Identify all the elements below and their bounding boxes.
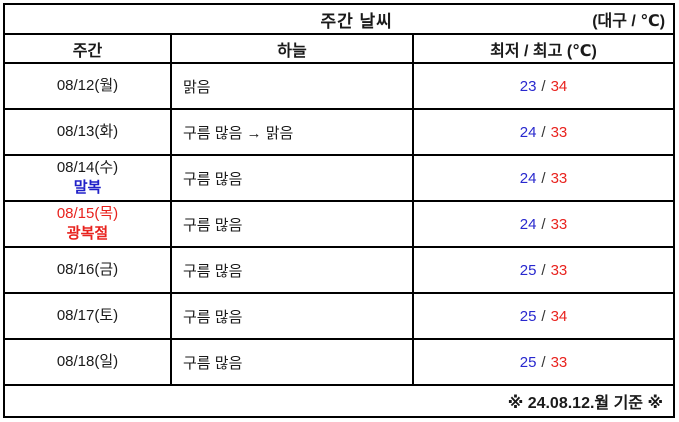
date-cell: 08/18(일) bbox=[3, 338, 172, 386]
sky-cell: 구름 많음 bbox=[170, 246, 414, 294]
sky-label: 맑음 bbox=[183, 78, 211, 96]
date-cell: 08/14(수) 말복 bbox=[3, 154, 172, 202]
temp-cell: 24/33 bbox=[411, 200, 676, 248]
temp-separator: / bbox=[541, 169, 546, 187]
date-cell: 08/12(월) bbox=[3, 62, 172, 110]
col-header-sky: 하늘 bbox=[170, 33, 414, 64]
sky-cell: 구름 많음 bbox=[170, 200, 414, 248]
temp-separator: / bbox=[541, 77, 546, 95]
low-temp: 24 bbox=[519, 169, 537, 187]
date-label: 08/16(금) bbox=[56, 261, 119, 278]
date-cell: 08/17(토) bbox=[3, 292, 172, 340]
temp-cell: 25/34 bbox=[411, 292, 676, 340]
date-cell: 08/15(목) 광복절 bbox=[3, 200, 172, 248]
sky-cell: 구름 많음 bbox=[170, 338, 414, 386]
weekly-weather-table: 주간 날씨 (대구 / ℃) 주간 하늘 최저 / 최고 (℃) 08/12(월… bbox=[2, 3, 676, 418]
low-temp: 25 bbox=[519, 261, 537, 279]
sky-cell: 구름 많음 → 맑음 bbox=[170, 108, 414, 156]
date-cell: 08/13(화) bbox=[3, 108, 172, 156]
sky-label: 구름 많음 bbox=[183, 354, 243, 372]
low-temp: 24 bbox=[519, 215, 537, 233]
footer-row: ※ 24.08.12.월 기준 ※ bbox=[2, 384, 676, 418]
table-row: 08/12(월) 맑음 23/34 bbox=[3, 62, 676, 110]
table-row: 08/15(목) 광복절 구름 많음 24/33 bbox=[3, 200, 676, 248]
date-cell: 08/16(금) bbox=[3, 246, 172, 294]
low-temp: 25 bbox=[519, 307, 537, 325]
temp-cell: 25/33 bbox=[411, 246, 676, 294]
temp-separator: / bbox=[541, 307, 546, 325]
temp-cell: 23/34 bbox=[411, 62, 676, 110]
footer-note: ※ 24.08.12.월 기준 ※ bbox=[2, 384, 676, 418]
column-header-row: 주간 하늘 최저 / 최고 (℃) bbox=[3, 33, 676, 64]
col-header-temp: 최저 / 최고 (℃) bbox=[411, 33, 676, 64]
sky-label: 구름 많음 → 맑음 bbox=[183, 124, 294, 142]
high-temp: 33 bbox=[550, 353, 568, 371]
high-temp: 33 bbox=[550, 123, 568, 141]
temp-cell: 25/33 bbox=[411, 338, 676, 386]
date-label: 08/17(토) bbox=[56, 307, 119, 324]
table-row: 08/13(화) 구름 많음 → 맑음 24/33 bbox=[3, 108, 676, 156]
low-temp: 25 bbox=[519, 353, 537, 371]
temp-cell: 24/33 bbox=[411, 154, 676, 202]
date-label: 08/18(일) bbox=[56, 353, 119, 370]
col-header-week: 주간 bbox=[3, 33, 172, 64]
sky-label: 구름 많음 bbox=[183, 262, 243, 280]
table-row: 08/17(토) 구름 많음 25/34 bbox=[3, 292, 676, 340]
high-temp: 34 bbox=[550, 77, 568, 95]
table-row: 08/16(금) 구름 많음 25/33 bbox=[3, 246, 676, 294]
sky-cell: 구름 많음 bbox=[170, 292, 414, 340]
table-row: 08/14(수) 말복 구름 많음 24/33 bbox=[3, 154, 676, 202]
high-temp: 34 bbox=[550, 307, 568, 325]
holiday-label: 말복 bbox=[73, 179, 102, 196]
temp-separator: / bbox=[541, 353, 546, 371]
title-row: 주간 날씨 (대구 / ℃) bbox=[2, 3, 676, 35]
holiday-label: 광복절 bbox=[66, 225, 109, 242]
sky-label: 구름 많음 bbox=[183, 216, 243, 234]
date-label: 08/13(화) bbox=[56, 123, 119, 140]
sky-cell: 맑음 bbox=[170, 62, 414, 110]
date-label: 08/15(목) bbox=[56, 205, 119, 222]
high-temp: 33 bbox=[550, 261, 568, 279]
temp-separator: / bbox=[541, 261, 546, 279]
page-title: 주간 날씨 bbox=[320, 11, 393, 31]
temp-separator: / bbox=[541, 123, 546, 141]
sky-label: 구름 많음 bbox=[183, 308, 243, 326]
region-unit-label: (대구 / ℃) bbox=[592, 13, 666, 30]
low-temp: 24 bbox=[519, 123, 537, 141]
date-label: 08/14(수) bbox=[56, 159, 119, 176]
high-temp: 33 bbox=[550, 215, 568, 233]
temp-cell: 24/33 bbox=[411, 108, 676, 156]
temp-separator: / bbox=[541, 215, 546, 233]
sky-label: 구름 많음 bbox=[183, 170, 243, 188]
date-label: 08/12(월) bbox=[56, 77, 119, 94]
high-temp: 33 bbox=[550, 169, 568, 187]
sky-cell: 구름 많음 bbox=[170, 154, 414, 202]
table-row: 08/18(일) 구름 많음 25/33 bbox=[3, 338, 676, 386]
low-temp: 23 bbox=[519, 77, 537, 95]
